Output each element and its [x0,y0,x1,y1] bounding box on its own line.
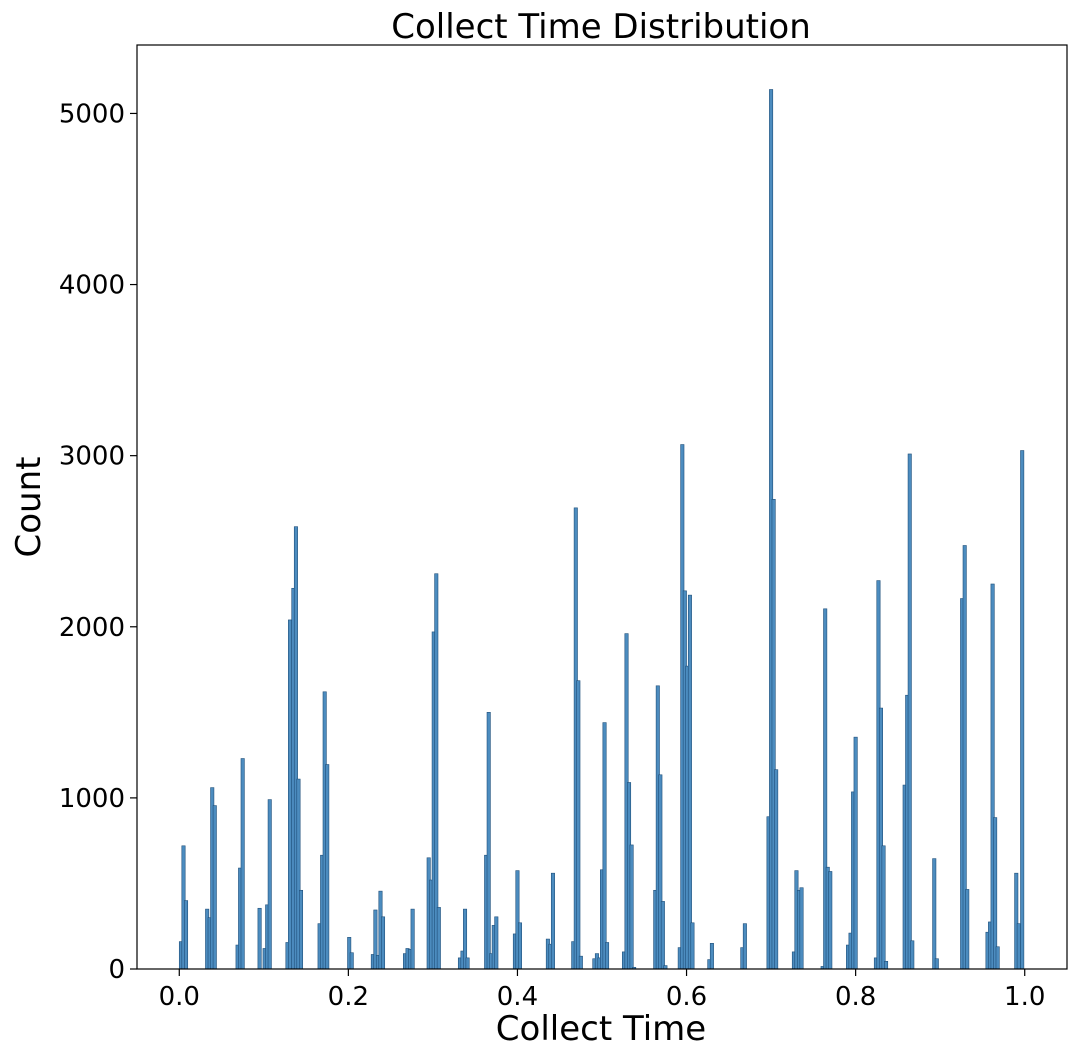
x-tick-label: 0.4 [497,982,538,1012]
histogram-bar [325,764,330,970]
histogram-bar [605,942,610,970]
chart-title: Collect Time Distribution [391,7,811,47]
histogram-bar [240,758,245,970]
histogram-bar [853,736,858,970]
histogram-bar [184,900,189,970]
y-tick-label: 1000 [59,784,125,814]
y-axis-label: Count [9,457,49,558]
y-tick-label: 5000 [59,99,125,129]
x-tick-label: 0.2 [328,982,369,1012]
histogram-bar [578,955,583,970]
histogram-bar [884,960,889,970]
x-tick-label: 0.6 [666,982,707,1012]
y-tick-label: 2000 [59,613,125,643]
histogram-bar [517,922,522,970]
histogram-bar [486,712,491,970]
histogram-bar [410,908,415,970]
histogram-bar [465,957,470,970]
histogram-bar [934,958,939,970]
histogram-bar [576,680,581,970]
x-tick-label: 1.0 [1004,982,1045,1012]
x-tick-label: 0.8 [835,982,876,1012]
x-axis-label: Collect Time [496,1009,706,1049]
histogram-bar [828,871,833,970]
histogram-bar [910,940,915,970]
histogram-bar [690,922,695,970]
histogram-bar [660,901,665,970]
y-axis-ticks: 0 1000 2000 3000 4000 5000 [59,99,137,985]
histogram-bar [881,845,886,970]
histogram-bar [687,594,692,970]
histogram-bar [299,889,304,970]
histogram-bar [494,916,499,970]
histogram-bar [288,619,293,970]
histogram-bar [932,858,937,970]
histogram-bar [774,769,779,970]
histogram-bar [993,817,998,970]
x-axis-ticks: 0.0 0.2 0.4 0.6 0.8 1.0 [159,969,1045,1012]
histogram-bar [965,889,970,970]
histogram-bar [550,872,555,970]
histogram-bar [436,907,441,970]
histogram-bar [349,952,354,970]
histogram-bar [602,722,607,970]
histogram-bar [629,844,634,970]
y-tick-label: 0 [108,955,125,985]
bar-series [178,89,1025,970]
plot-frame [136,44,1068,970]
x-tick-label: 0.0 [159,982,200,1012]
histogram-bar [212,805,217,970]
histogram-bar [267,799,272,970]
histogram-bar [381,916,386,970]
histogram-bar [799,887,804,970]
histogram-bar [1016,923,1021,970]
histogram-bar [995,946,1000,970]
histogram-bar [742,923,747,970]
y-tick-label: 3000 [59,442,125,472]
histogram-bar [257,907,262,970]
histogram-bar [709,943,714,970]
histogram-bar [1020,450,1025,970]
histogram-bar [907,453,912,970]
y-tick-label: 4000 [59,271,125,301]
